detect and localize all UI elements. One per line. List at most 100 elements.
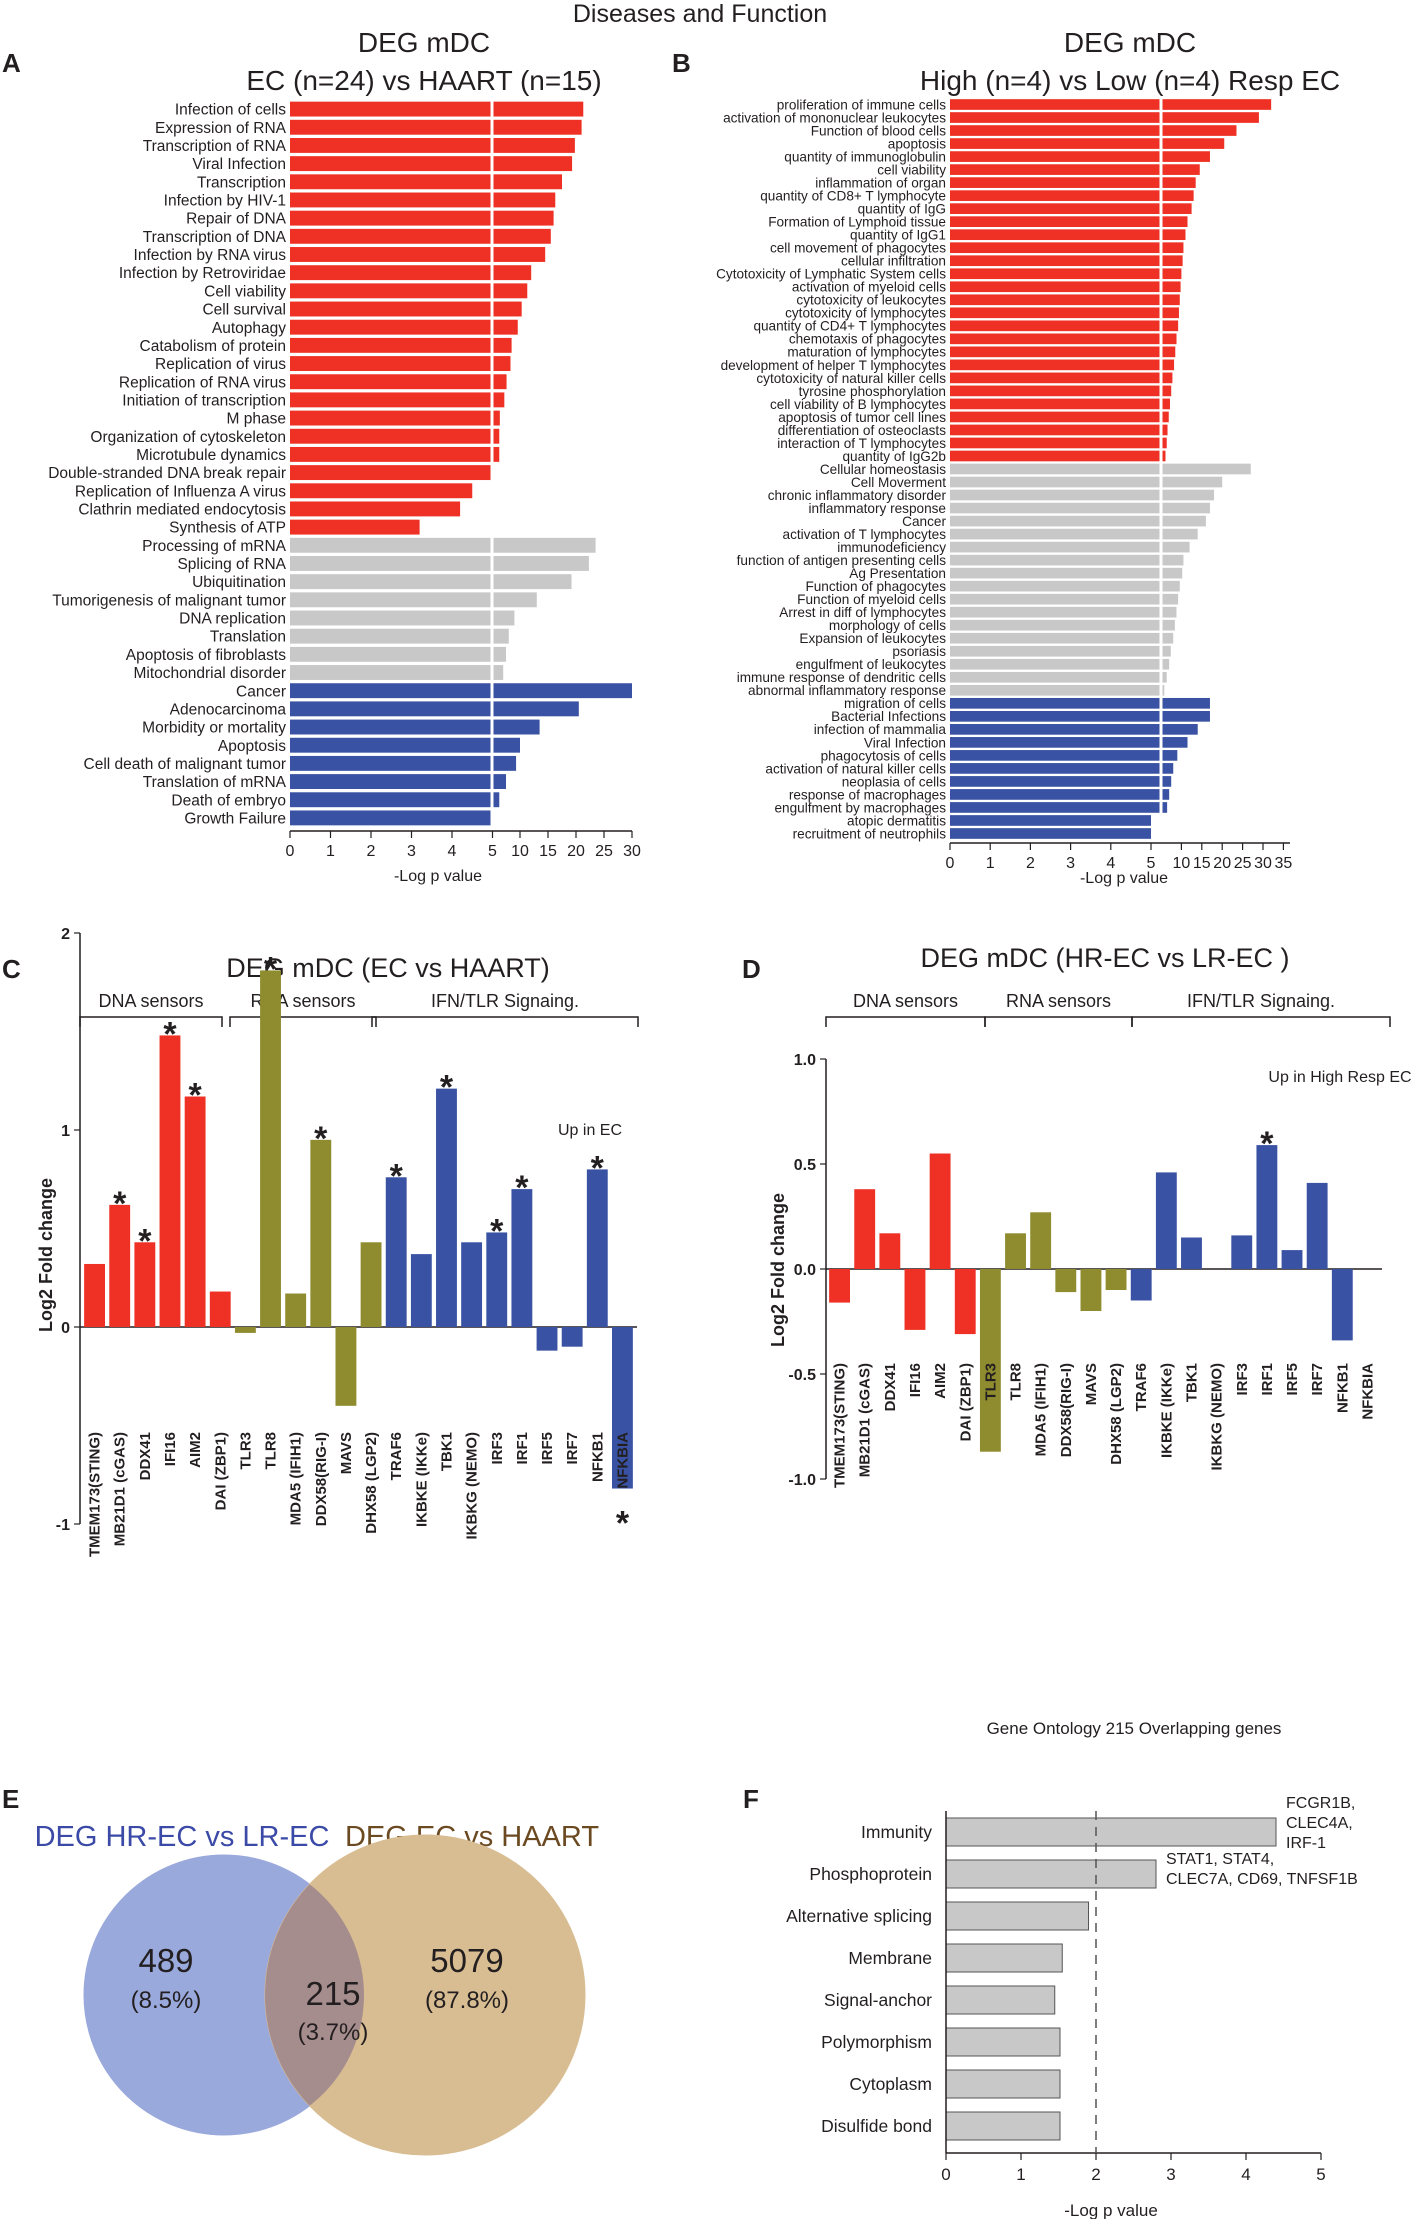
label-b-21: cytotoxicity of natural killer cells: [756, 371, 946, 386]
tick-label-b-10: 30: [1254, 855, 1272, 872]
panel-e: E DEG HR-EC vs LR-EC DEG EC vs HAART 489…: [2, 1784, 599, 2156]
bar-d-5: [954, 1269, 976, 1335]
bar-a-23: [290, 519, 420, 535]
ytick-label-d-2: 0.0: [794, 1262, 816, 1279]
gene-label-d-8: MDA5 (IFIH1): [1033, 1363, 1050, 1456]
bar-a-36: [290, 755, 517, 771]
sig-star-c-21: *: [616, 1505, 630, 1543]
label-b-47: Bacterial Infections: [831, 709, 946, 724]
gene-label-c-12: TRAF6: [388, 1432, 405, 1480]
gene-label-c-0: TMEM173(STING): [87, 1432, 104, 1557]
panel-f-letter: F: [743, 1784, 759, 1814]
bar-b-21: [950, 372, 1173, 384]
panel-d-ylabel: Log2 Fold change: [768, 1193, 788, 1347]
bar-d-1: [854, 1189, 876, 1269]
label-a-32: Cancer: [236, 683, 286, 700]
bar-b-15: [950, 294, 1180, 306]
panel-c-note: Up in EC: [558, 1122, 622, 1139]
bar-c-4: [184, 1096, 206, 1327]
bar-a-17: [290, 410, 500, 426]
bar-c-21: [612, 1327, 633, 1489]
bar-d-10: [1080, 1269, 1102, 1311]
bar-a-0: [290, 101, 584, 117]
bar-f-2: [945, 1901, 1089, 1931]
label-b-56: recruitment of neutrophils: [793, 826, 947, 841]
ytick-label-c-3: -1: [56, 1517, 70, 1534]
bar-c-13: [410, 1254, 432, 1327]
label-a-0: Infection of cells: [175, 102, 286, 119]
label-a-14: Replication of virus: [155, 356, 286, 373]
bar-f-0: [945, 1817, 1277, 1847]
bar-a-6: [290, 210, 554, 226]
bar-b-5: [950, 164, 1200, 175]
bar-a-31: [290, 665, 504, 680]
bar-d-19: [1306, 1182, 1328, 1269]
sig-star-c-20: *: [591, 1149, 605, 1187]
bar-c-7: [260, 970, 281, 1327]
tick-label-f-1: 1: [1016, 2165, 1025, 2184]
panel-b-bars: proliferation of immune cellsactivation …: [716, 96, 1272, 842]
label-b-38: Function of myeloid cells: [797, 592, 946, 607]
sig-star-c-7: *: [264, 950, 278, 988]
gene-label-c-8: MDA5 (IFIH1): [288, 1432, 305, 1525]
bar-a-1: [290, 119, 582, 135]
bar-b-17: [950, 320, 1179, 332]
bar-b-42: [950, 645, 1171, 657]
gene-label-c-18: IRF5: [539, 1432, 556, 1465]
group-bracket-c-0: [79, 1016, 223, 1027]
panel-f-xlabel: -Log p value: [1064, 2201, 1158, 2219]
bar-c-12: [385, 1177, 407, 1327]
bar-c-10: [335, 1327, 357, 1406]
tick-label-f-3: 3: [1166, 2165, 1175, 2184]
bar-b-6: [950, 177, 1196, 188]
venn-overlap-pct: (3.7%): [298, 2019, 369, 2046]
panel-c-letter: C: [2, 954, 21, 984]
bar-c-19: [561, 1327, 583, 1347]
label-a-12: Autophagy: [212, 320, 286, 337]
label-b-3: apoptosis: [888, 136, 946, 151]
gene-label-c-6: TLR3: [237, 1432, 254, 1470]
label-a-7: Transcription of DNA: [143, 229, 287, 246]
bar-b-28: [950, 463, 1251, 475]
gene-label-c-11: DHX58 (LGP2): [363, 1432, 380, 1534]
label-a-33: Adenocarcinoma: [170, 701, 287, 718]
bar-b-27: [950, 450, 1166, 462]
bar-a-37: [290, 774, 506, 790]
annotation-f-0-0: FCGR1B,: [1286, 1795, 1355, 1812]
gene-label-c-4: AIM2: [187, 1432, 204, 1468]
label-a-20: Double-stranded DNA break repair: [48, 465, 286, 482]
label-b-48: infection of mammalia: [814, 722, 947, 737]
category-label-f-5: Polymorphism: [821, 2032, 932, 2052]
label-a-21: Replication of Influenza A virus: [75, 483, 286, 500]
bar-b-36: [950, 567, 1183, 579]
gene-label-d-4: AIM2: [932, 1363, 949, 1399]
label-b-1: activation of mononuclear leukocytes: [723, 110, 946, 125]
bar-d-12: [1130, 1269, 1152, 1301]
ytick-label-d-0: 1.0: [794, 1052, 816, 1069]
gene-label-c-2: DDX41: [137, 1432, 154, 1480]
label-b-25: differentiation of osteoclasts: [778, 423, 946, 438]
bar-d-13: [1155, 1172, 1177, 1269]
panel-d-title: DEG mDC (HR-EC vs LR-EC ): [921, 943, 1290, 973]
bar-a-13: [290, 337, 512, 353]
label-a-26: Ubiquitination: [192, 574, 286, 591]
ytick-label-c-2: 0: [61, 1320, 70, 1337]
sig-star-c-4: *: [188, 1077, 202, 1115]
label-b-13: Cytotoxicity of Lymphatic System cells: [716, 267, 946, 282]
category-label-f-7: Disulfide bond: [821, 2116, 932, 2136]
gene-label-d-18: IRF5: [1284, 1363, 1301, 1396]
bar-a-9: [290, 265, 532, 281]
bar-f-1: [945, 1859, 1157, 1889]
label-b-34: immunodeficiency: [837, 540, 946, 555]
gene-label-c-21: NFKBIA: [614, 1432, 631, 1489]
bar-d-11: [1105, 1269, 1127, 1290]
sig-star-c-9: *: [314, 1120, 328, 1158]
label-b-30: chronic inflammatory disorder: [768, 488, 947, 503]
bar-b-12: [950, 255, 1183, 267]
bar-d-20: [1331, 1269, 1353, 1341]
bar-b-13: [950, 268, 1182, 280]
tick-label-a-7: 15: [539, 843, 557, 860]
tick-label-b-7: 15: [1193, 855, 1211, 872]
gene-label-c-7: TLR8: [263, 1432, 280, 1470]
bar-a-32: [290, 683, 632, 699]
